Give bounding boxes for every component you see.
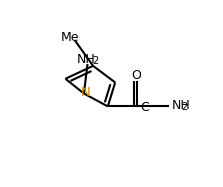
Text: 2: 2 xyxy=(93,56,99,66)
Text: NH: NH xyxy=(171,99,190,112)
Text: NH: NH xyxy=(76,53,95,66)
Text: N: N xyxy=(81,86,91,99)
Text: O: O xyxy=(131,70,141,82)
Text: Me: Me xyxy=(61,31,79,44)
Text: C: C xyxy=(141,101,149,114)
Text: 2: 2 xyxy=(181,102,187,112)
